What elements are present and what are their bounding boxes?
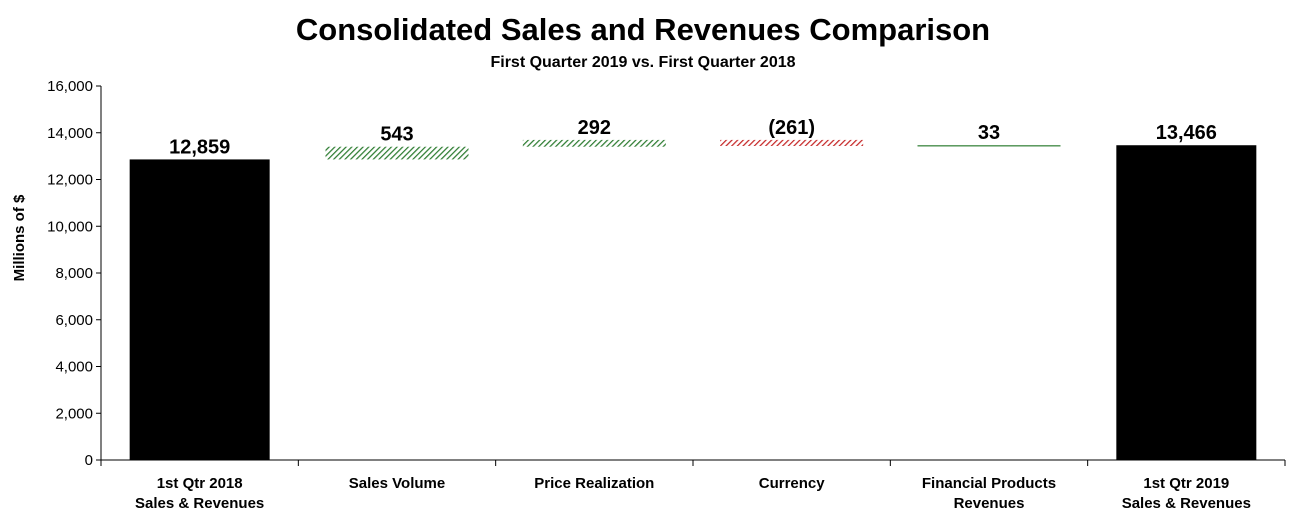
data-label: 33 — [978, 122, 1000, 144]
category-label: 1st Qtr 2019 Sales & Revenues — [1122, 475, 1251, 512]
data-labels-group: 12,859 543 292 (261) 33 13,466 — [169, 117, 1217, 159]
y-axis-label: Millions of $ — [11, 194, 28, 281]
y-tick-label: 10,000 — [47, 218, 93, 235]
chart-title: Consolidated Sales and Revenues Comparis… — [296, 12, 990, 47]
x-axis — [100, 459, 1286, 466]
category-label-line: Sales Volume — [349, 475, 445, 492]
bar-total — [129, 159, 270, 460]
y-tick-label: 14,000 — [47, 125, 93, 142]
category-label-line: 1st Qtr 2018 — [157, 475, 243, 492]
category-label: Price Realization — [534, 475, 654, 492]
bar-increase — [325, 146, 469, 160]
category-label-line: Currency — [759, 475, 826, 492]
y-tick-label: 16,000 — [47, 78, 93, 95]
y-tick-label: 8,000 — [55, 265, 93, 282]
data-label: 13,466 — [1156, 122, 1217, 144]
data-label: 12,859 — [169, 136, 230, 158]
category-label-line: Financial Products — [922, 475, 1056, 492]
bar-decrease — [720, 139, 864, 147]
category-label-line: Revenues — [954, 495, 1025, 512]
category-label-line: 1st Qtr 2019 — [1143, 475, 1229, 492]
category-label: Currency — [759, 475, 826, 492]
data-label: 543 — [380, 124, 413, 146]
y-tick-label: 4,000 — [55, 359, 93, 376]
category-label: 1st Qtr 2018 Sales & Revenues — [135, 475, 264, 512]
y-axis: 0 2,000 4,000 6,000 8,000 10,000 12,000 14,000 1… — [47, 78, 102, 469]
y-tick-label: 12,000 — [47, 172, 93, 189]
bar-increase — [522, 139, 666, 147]
category-label: Financial Products Revenues — [922, 475, 1056, 512]
category-label-line: Sales & Revenues — [1122, 495, 1251, 512]
category-labels-group: 1st Qtr 2018 Sales & Revenues Sales Volume… — [135, 475, 1251, 512]
y-tick-label: 0 — [85, 452, 93, 469]
bar-increase — [917, 145, 1061, 147]
bars-group — [129, 139, 1257, 461]
y-tick-label: 2,000 — [55, 405, 93, 422]
y-tick-label: 6,000 — [55, 312, 93, 329]
category-label-line: Sales & Revenues — [135, 495, 264, 512]
category-label-line: Price Realization — [534, 475, 654, 492]
chart-subtitle: First Quarter 2019 vs. First Quarter 201… — [490, 54, 795, 71]
data-label: 292 — [578, 117, 611, 139]
bar-total — [1116, 145, 1257, 461]
data-label: (261) — [768, 117, 815, 139]
category-label: Sales Volume — [349, 475, 445, 492]
